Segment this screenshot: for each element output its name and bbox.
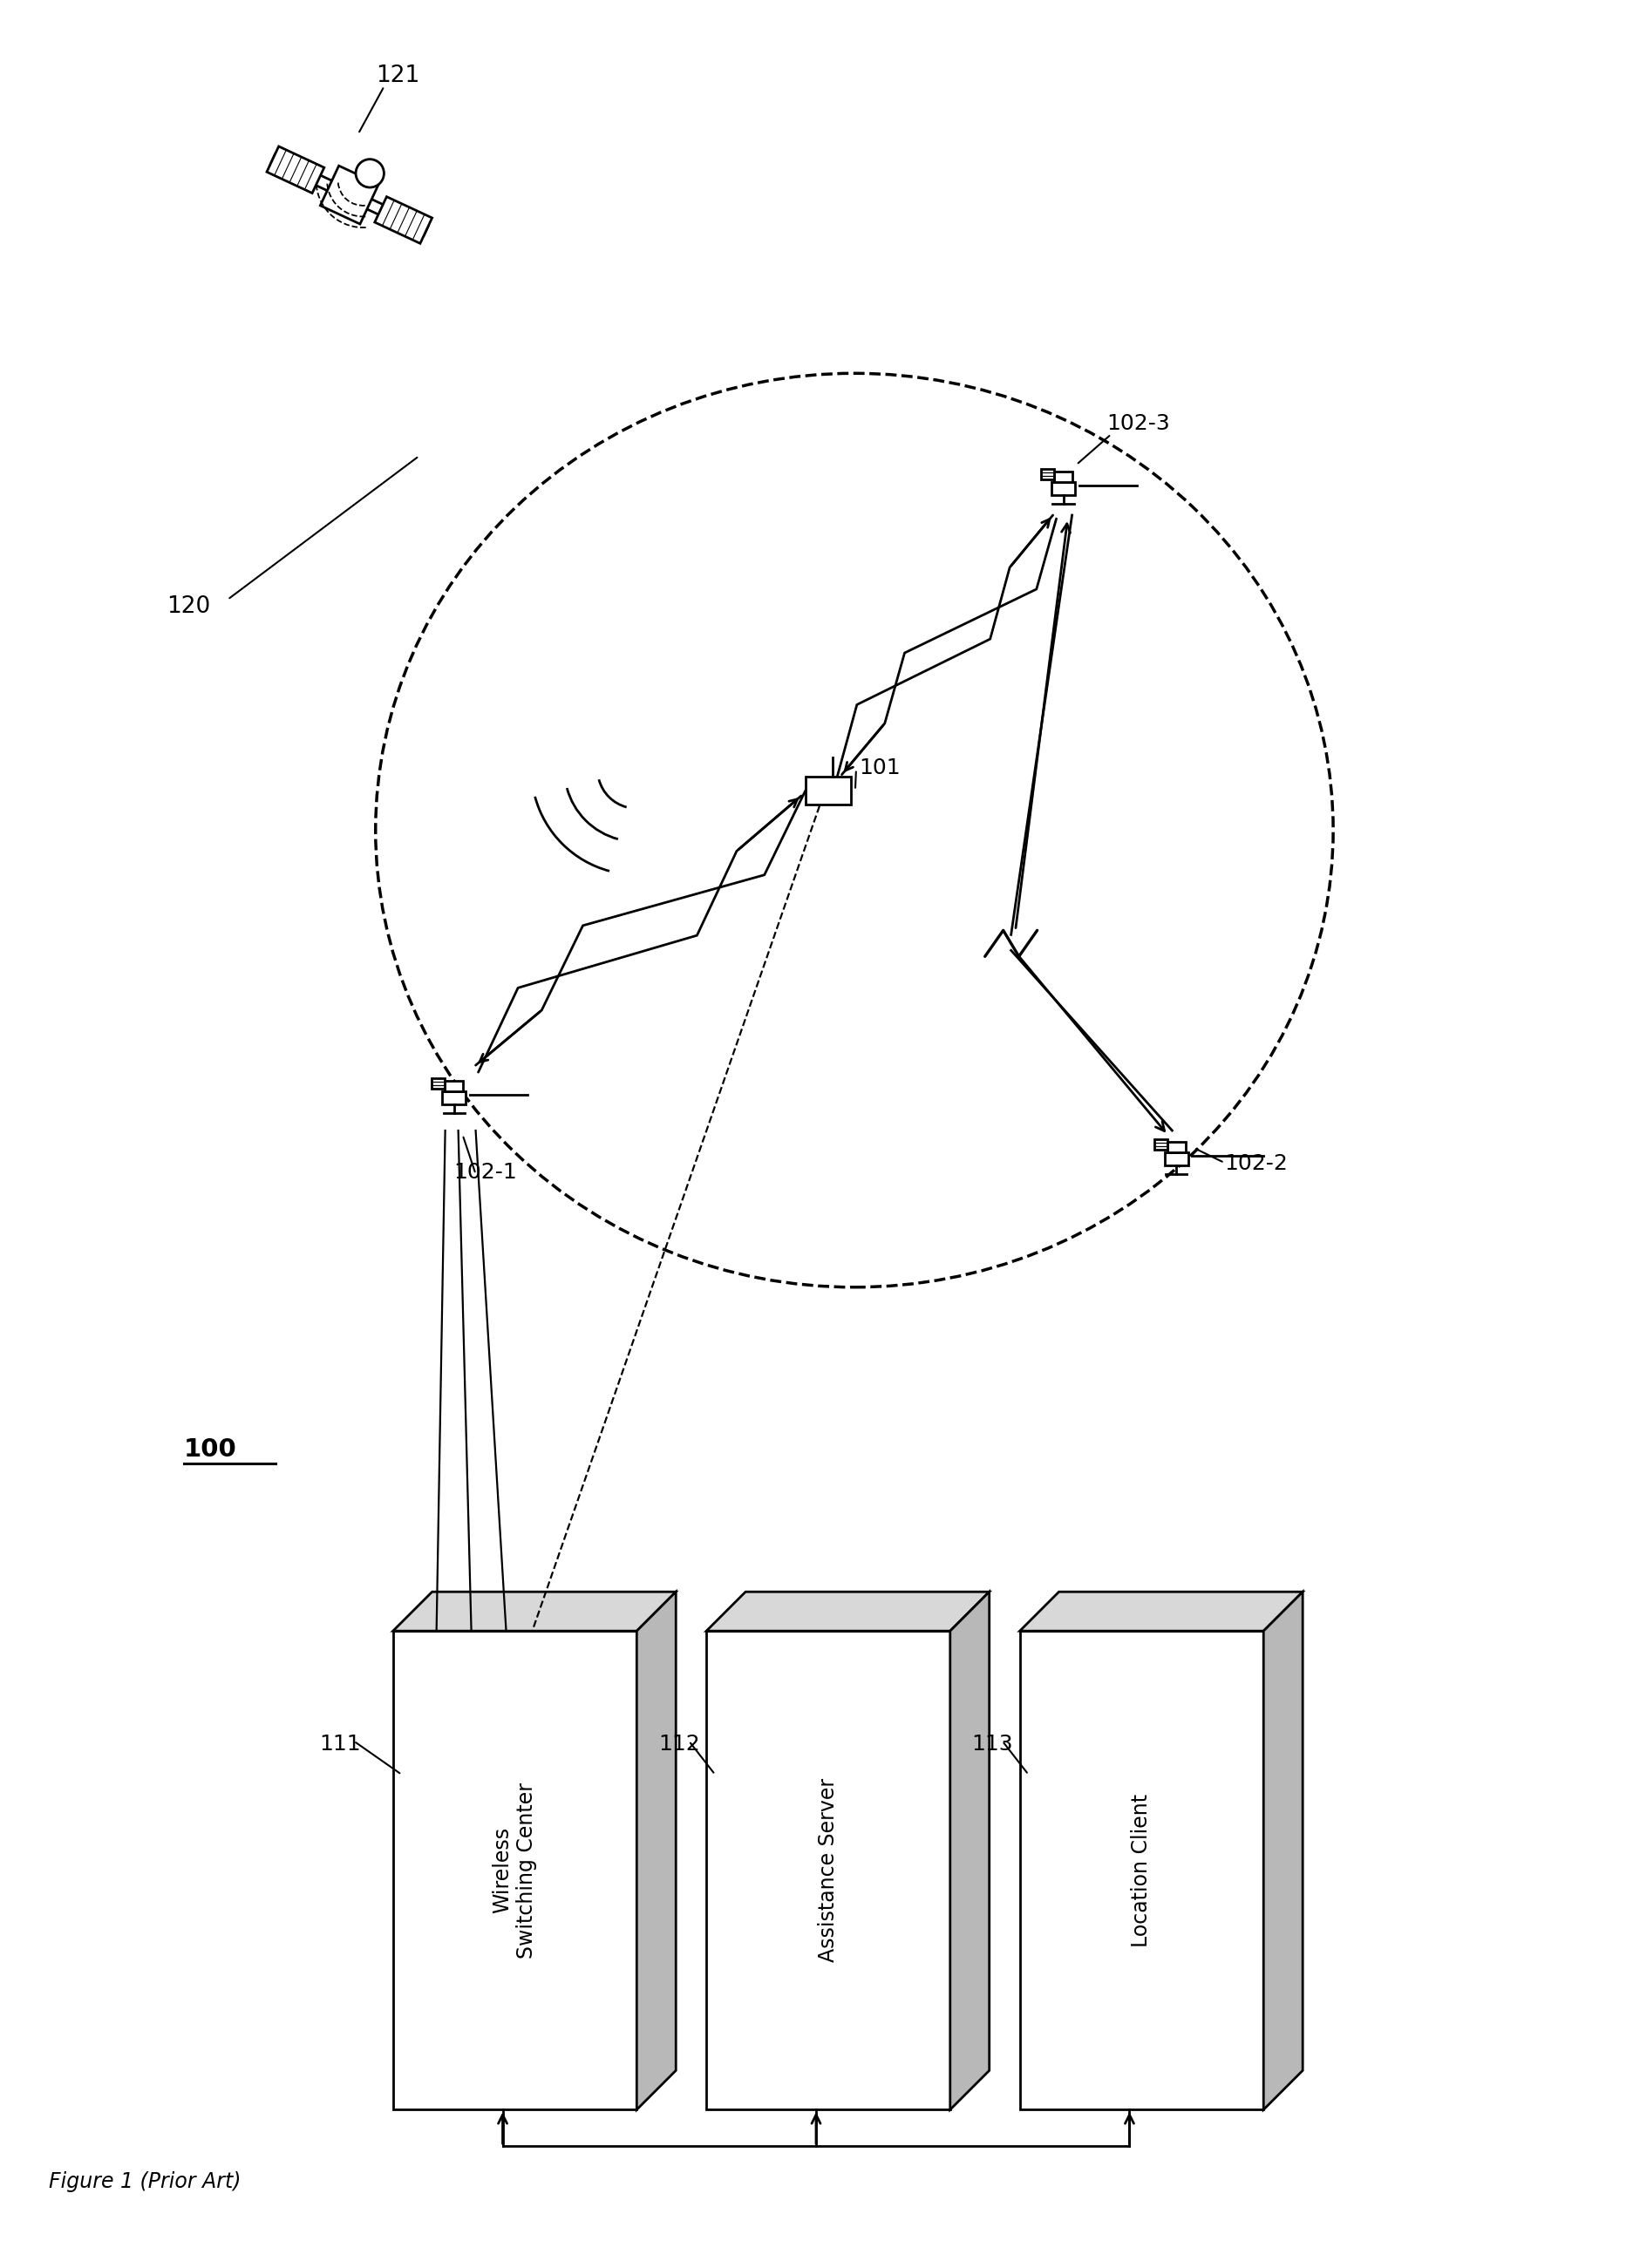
Polygon shape — [637, 1592, 676, 2109]
Text: Location Client: Location Client — [1132, 1794, 1153, 1946]
Polygon shape — [1055, 472, 1073, 483]
Polygon shape — [271, 154, 428, 236]
Text: 102-3: 102-3 — [1107, 413, 1171, 433]
Polygon shape — [443, 1091, 465, 1105]
Text: 113: 113 — [972, 1735, 1014, 1755]
Text: 101: 101 — [859, 758, 900, 778]
Polygon shape — [707, 1631, 950, 2109]
Text: 111: 111 — [318, 1735, 361, 1755]
Polygon shape — [1052, 483, 1075, 494]
Text: 120: 120 — [167, 594, 211, 617]
Text: 112: 112 — [658, 1735, 701, 1755]
Polygon shape — [320, 166, 379, 225]
Text: 102-2: 102-2 — [1225, 1152, 1288, 1175]
Polygon shape — [805, 776, 851, 805]
Polygon shape — [444, 1082, 464, 1091]
Polygon shape — [374, 197, 433, 243]
Polygon shape — [1168, 1141, 1186, 1152]
Text: Figure 1 (Prior Art): Figure 1 (Prior Art) — [49, 2170, 242, 2193]
Text: Assistance Server: Assistance Server — [818, 1778, 839, 1962]
Polygon shape — [1164, 1152, 1189, 1166]
Polygon shape — [707, 1592, 990, 1631]
Polygon shape — [1019, 1631, 1264, 2109]
Polygon shape — [950, 1592, 990, 2109]
Polygon shape — [1264, 1592, 1303, 2109]
Polygon shape — [394, 1631, 637, 2109]
Polygon shape — [394, 1592, 676, 1631]
Polygon shape — [1019, 1592, 1303, 1631]
Polygon shape — [266, 147, 325, 193]
Text: Wireless
Switching Center: Wireless Switching Center — [492, 1783, 537, 1957]
Text: 100: 100 — [185, 1438, 237, 1463]
Text: 121: 121 — [376, 64, 420, 86]
Circle shape — [356, 159, 384, 188]
Polygon shape — [1040, 469, 1055, 479]
Text: 102-1: 102-1 — [454, 1161, 518, 1182]
Polygon shape — [431, 1077, 444, 1089]
Polygon shape — [1155, 1139, 1168, 1150]
